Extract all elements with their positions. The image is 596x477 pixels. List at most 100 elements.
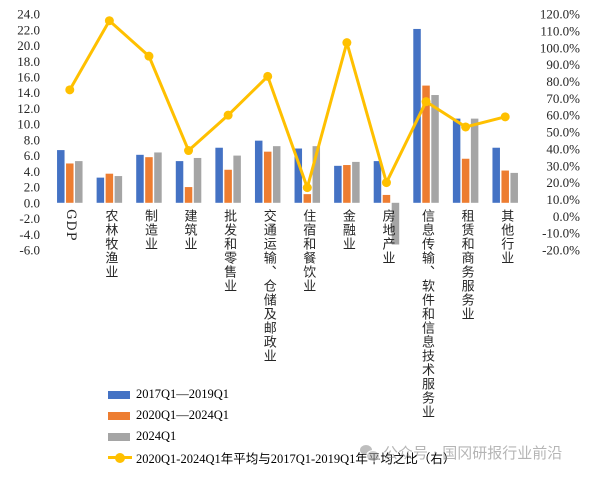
ratio-point-7: [342, 38, 352, 48]
bar-series2-category7: [343, 165, 351, 203]
left-axis-tick-label: 2.0: [24, 180, 40, 195]
bar-series1-category11: [492, 147, 500, 203]
right-axis: 120.0%110.0% 100.0% 90.0% 80.0% 70.0% 60.0% 50…: [540, 7, 580, 258]
left-axis: 24.022.020.018.016.014.012.010.08.06.04.…: [17, 7, 40, 258]
bar-series2-category3: [184, 187, 193, 203]
bar-series1-category6: [294, 148, 303, 203]
bar-series2-category0: [66, 163, 74, 203]
left-axis-tick-label: 8.0: [24, 132, 40, 147]
ratio-point-4: [223, 110, 233, 120]
legend-swatch-blue: [108, 390, 130, 399]
left-axis-tick-label: 14.0: [17, 85, 40, 100]
bar-series3-category6: [312, 146, 321, 203]
bar-series3-category4: [233, 155, 241, 203]
left-axis-tick-label: 0.0: [24, 195, 40, 210]
ratio-point-6: [302, 183, 312, 193]
category-label: GDP: [62, 209, 78, 242]
category-label: 农林牧渔业: [102, 209, 118, 279]
bar-series1-category5: [254, 140, 263, 203]
ratio-point-2: [144, 51, 154, 61]
bar-series3-category8: [391, 202, 400, 245]
right-axis-tick-label: -20.0%: [542, 243, 580, 258]
category-label: 交通运输、仓储及邮政业: [260, 209, 276, 363]
bar-series3-category0: [75, 161, 83, 203]
right-axis-tick-label: 0.0%: [553, 209, 580, 224]
ratio-point-0: [65, 85, 75, 95]
bar-series1-category2: [136, 154, 144, 203]
bar-series1-category3: [175, 161, 184, 203]
bar-series2-category1: [105, 173, 114, 203]
left-axis-tick-label: 4.0: [24, 164, 40, 179]
legend-swatch-orange: [108, 411, 130, 420]
bar-series2-category5: [263, 151, 272, 203]
legend-dot: [115, 452, 125, 463]
right-axis-tick-label: 120.0%: [540, 7, 580, 22]
right-axis-tick-label: 80.0%: [546, 74, 580, 89]
bar-series3-category3: [193, 157, 202, 203]
left-axis-tick-label: 20.0: [17, 38, 40, 53]
bar-series1-category9: [413, 28, 421, 203]
bar-series3-category10: [470, 118, 479, 203]
bar-series2-category8: [382, 194, 391, 203]
ratio-point-1: [104, 16, 114, 26]
right-axis-tick-label: 20.0%: [546, 175, 580, 190]
bar-series1-category10: [452, 118, 461, 203]
category-label: 房地产业: [379, 209, 395, 265]
legend-line-marker-icon: [108, 452, 132, 463]
ratio-line: [68, 19, 506, 190]
category-label: 金融业: [339, 209, 355, 251]
bar-series1-category1: [96, 177, 105, 203]
legend-item-2017q1-2019q1: 2017Q1—2019Q1: [108, 384, 455, 405]
bar-series1-category7: [334, 165, 342, 203]
left-axis-tick-label: 16.0: [17, 69, 40, 84]
right-axis-tick-label: 60.0%: [546, 108, 580, 123]
bar-series2-category6: [303, 194, 312, 203]
category-label: 租赁和商务服务业: [458, 209, 474, 321]
legend-label: 2017Q1—2019Q1: [136, 387, 230, 401]
right-axis-tick-label: 70.0%: [546, 91, 580, 106]
right-axis-tick-label: 30.0%: [546, 158, 580, 173]
right-axis-tick-label: 10.0%: [546, 192, 580, 207]
legend-item-2020q1-2024q1: 2020Q1—2024Q1: [108, 405, 455, 426]
ratio-point-10: [461, 122, 471, 132]
right-axis-tick-label: -10.0%: [542, 226, 580, 241]
watermark-text: 公众号 · 国冈研报行业前沿: [383, 444, 563, 462]
bar-series2-category9: [422, 85, 430, 203]
right-axis-tick-label: 100.0%: [540, 40, 580, 55]
bar-series2-category2: [145, 157, 153, 203]
category-label: 信息传输、软件和信息技术服务业: [419, 209, 435, 419]
left-axis-tick-label: -2.0: [19, 211, 40, 226]
ratio-point-5: [263, 71, 273, 81]
ratio-point-11: [500, 112, 510, 122]
bar-series1-category4: [215, 147, 223, 203]
left-axis-tick-label: 12.0: [17, 101, 40, 116]
category-label: 制造业: [141, 209, 157, 251]
bar-series1-category8: [373, 161, 382, 203]
ratio-line-series: [65, 16, 510, 193]
legend-label: 2020Q1—2024Q1: [136, 408, 230, 422]
category-label: 建筑业: [181, 209, 197, 251]
legend-label: 2024Q1: [136, 429, 177, 443]
left-axis-tick-label: 6.0: [24, 148, 40, 163]
left-axis-tick-label: -6.0: [19, 243, 40, 258]
bar-series2-category10: [461, 158, 470, 203]
bar-series3-category7: [352, 161, 360, 203]
right-axis-tick-label: 40.0%: [546, 141, 580, 156]
left-axis-tick-label: 22.0: [17, 22, 40, 37]
bar-series3-category9: [431, 95, 439, 203]
legend-swatch-gray: [108, 432, 130, 441]
legend-item-2024q1: 2024Q1: [108, 426, 455, 447]
bar-series2-category4: [224, 169, 232, 203]
bar-series3-category2: [154, 152, 162, 203]
wechat-icon: [360, 444, 380, 462]
bar-series3-category11: [510, 172, 518, 203]
bar-series1-category0: [57, 150, 65, 203]
left-axis-tick-label: 18.0: [17, 54, 40, 69]
bar-series3-category1: [114, 176, 123, 203]
right-axis-tick-label: 50.0%: [546, 125, 580, 140]
ratio-point-3: [184, 146, 194, 156]
watermark: 公众号 · 国冈研报行业前沿: [360, 442, 562, 463]
bar-series3-category5: [272, 146, 281, 203]
